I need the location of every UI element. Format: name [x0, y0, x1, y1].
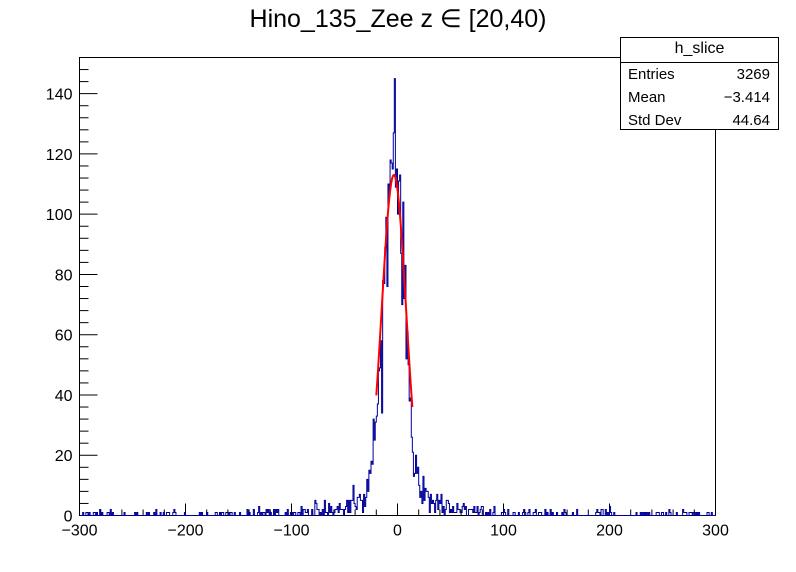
- stats-mean-row: Mean −3.414: [621, 86, 778, 109]
- stats-entries-label: Entries: [628, 66, 675, 83]
- y-tick-label: 80: [55, 267, 73, 284]
- stats-mean-label: Mean: [628, 89, 666, 106]
- stats-stddev-value: 44.64: [732, 112, 770, 129]
- x-tick-label: 300: [702, 523, 729, 540]
- y-tick-label: 20: [55, 448, 73, 465]
- x-tick-label: 100: [490, 523, 517, 540]
- stats-stddev-row: Std Dev 44.64: [621, 109, 778, 132]
- stats-entries-row: Entries 3269: [621, 63, 778, 86]
- x-tick-label: −300: [61, 523, 97, 540]
- y-tick-label: 140: [46, 87, 73, 104]
- histogram-series: [79, 78, 716, 516]
- gaussian-fit-line: [375, 174, 414, 408]
- chart-title: Hino_135_Zee z ∈ [20,40): [249, 5, 547, 33]
- stats-entries-value: 3269: [736, 66, 770, 83]
- y-tick-label: 40: [55, 388, 73, 405]
- x-tick-label: 200: [596, 523, 623, 540]
- fit-series: [375, 174, 414, 408]
- x-tick-label: −200: [167, 523, 203, 540]
- stats-mean-value: −3.414: [723, 89, 770, 106]
- histogram-line: [79, 78, 716, 516]
- y-tick-label: 60: [55, 328, 73, 345]
- y-tick-label: 100: [46, 207, 73, 224]
- stats-box-title: h_slice: [621, 38, 778, 63]
- stats-stddev-label: Std Dev: [628, 112, 682, 129]
- y-tick-label: 120: [46, 147, 73, 164]
- x-tick-label: 0: [393, 523, 402, 540]
- x-tick-label: −100: [273, 523, 309, 540]
- y-tick-label: 0: [64, 509, 73, 526]
- stats-box: h_slice Entries 3269 Mean −3.414 Std Dev…: [620, 37, 779, 130]
